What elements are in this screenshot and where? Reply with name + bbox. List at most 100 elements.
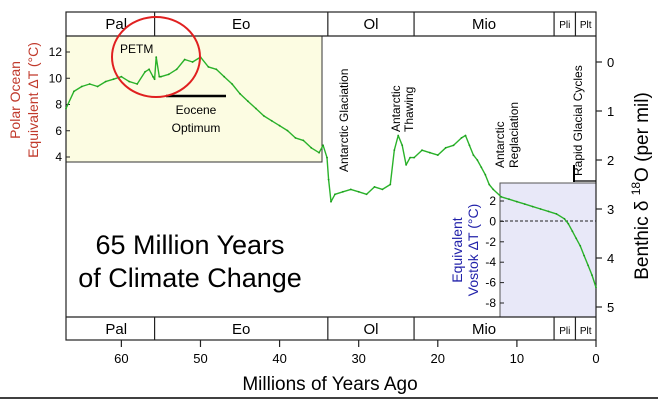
epoch-label-eo: Eo [232, 16, 250, 33]
series-point [223, 75, 226, 78]
series-point [397, 134, 400, 137]
series-point [579, 244, 582, 247]
chart-title-line1: 65 Million Years [95, 230, 284, 260]
series-point [591, 274, 593, 276]
x-axis-ticks: 60 50 40 30 20 10 0 [114, 340, 600, 366]
x-tick-label: 20 [431, 351, 445, 366]
series-point [480, 166, 483, 169]
vostok-tick-label: -8 [485, 296, 496, 310]
annotation-glaciation: Antarctic Glaciation [337, 69, 351, 172]
series-point [429, 151, 431, 154]
epoch-label-pli: Pli [559, 20, 570, 31]
right-axis-label-base: Benthic δ [632, 195, 653, 280]
annotation-thawing-2: Thawing [402, 87, 416, 132]
series-point [365, 193, 368, 196]
series-point [334, 193, 336, 196]
series-point [148, 68, 151, 71]
epoch-label-plt: Plt [580, 326, 592, 337]
series-point [567, 222, 570, 225]
x-axis-label: Millions of Years Ago [242, 374, 417, 395]
epoch-label-pli: Pli [559, 326, 570, 337]
right-axis-label-sup: 18 [629, 182, 643, 196]
annotation-rapid-cycles: Rapid Glacial Cycles [571, 65, 585, 176]
annotation-optimum: Optimum [172, 121, 221, 135]
series-point [555, 213, 558, 215]
series-point [65, 107, 67, 110]
series-point [207, 66, 210, 68]
left-tick-label: 4 [55, 150, 62, 164]
series-point [409, 156, 411, 159]
vostok-tick-label: -2 [485, 235, 496, 249]
series-point [436, 154, 439, 157]
series-point [401, 144, 404, 147]
right-tick-label: 2 [607, 153, 614, 168]
left-tick-label: 12 [49, 45, 63, 59]
right-axis-label: Benthic δ 18O (per mil) [629, 92, 653, 280]
x-tick-label: 30 [351, 351, 365, 366]
annotation-reglaciation-2: Reglaciation [507, 102, 521, 168]
petm-highlight-circle [111, 16, 201, 98]
series-point [155, 56, 158, 58]
series-point [270, 119, 273, 122]
series-point [144, 70, 147, 73]
right-tick-label: 0 [607, 55, 614, 70]
x-tick-label: 0 [592, 351, 599, 366]
series-point [587, 264, 589, 267]
series-point [413, 156, 415, 159]
right-axis-label-rest: O (per mil) [632, 92, 653, 182]
series-point [73, 90, 75, 93]
series-point [452, 144, 455, 147]
series-point [393, 149, 396, 152]
series-point [508, 198, 510, 201]
epoch-label-ol: Ol [363, 16, 378, 33]
series-point [318, 151, 320, 154]
series-point [88, 83, 91, 85]
series-point [215, 68, 218, 71]
series-point [191, 61, 194, 63]
series-point [167, 73, 170, 76]
series-point [523, 203, 526, 206]
series-point [472, 154, 475, 157]
x-tick-label: 40 [272, 351, 286, 366]
series-point [488, 183, 491, 186]
vostok-axis-label-1: Equivalent [449, 217, 465, 282]
right-tick-label: 1 [607, 104, 614, 119]
series-point [96, 85, 99, 88]
series-point [373, 186, 376, 188]
series-point [516, 200, 518, 203]
series-point [421, 149, 423, 152]
x-tick-label: 10 [510, 351, 524, 366]
series-point [158, 75, 161, 78]
series-point [286, 129, 289, 132]
series-point [342, 190, 344, 193]
left-tick-label: 8 [55, 98, 62, 112]
chart-title-line2: of Climate Change [78, 263, 302, 293]
series-point [571, 230, 574, 233]
series-point [476, 159, 479, 161]
epoch-label-eo: Eo [232, 321, 250, 338]
annotation-thawing-1: Antarctic [389, 85, 403, 132]
series-point [136, 83, 139, 85]
epoch-label-plt: Plt [580, 20, 592, 31]
series-point [152, 75, 154, 78]
right-tick-label: 3 [607, 202, 614, 217]
x-tick-label: 60 [114, 351, 128, 366]
series-line [65, 56, 597, 288]
series-point [575, 237, 578, 240]
epoch-label-ol: Ol [363, 321, 378, 338]
series-point [500, 195, 502, 198]
vostok-tick-label: 0 [489, 214, 496, 228]
epoch-label-pal: Pal [105, 321, 127, 338]
vostok-tick-label: -4 [485, 255, 496, 269]
data-series [65, 56, 597, 289]
series-point [349, 188, 352, 191]
series-point [310, 146, 313, 149]
series-point [357, 190, 360, 193]
series-point [330, 200, 332, 203]
left-tick-label: 6 [55, 124, 62, 138]
series-point [563, 217, 566, 220]
annotation-eocene: Eocene [176, 103, 217, 117]
epoch-band-top: Pal Eo Ol Mio Pli Plt [66, 12, 596, 37]
series-point [531, 205, 534, 208]
series-point [302, 139, 305, 142]
